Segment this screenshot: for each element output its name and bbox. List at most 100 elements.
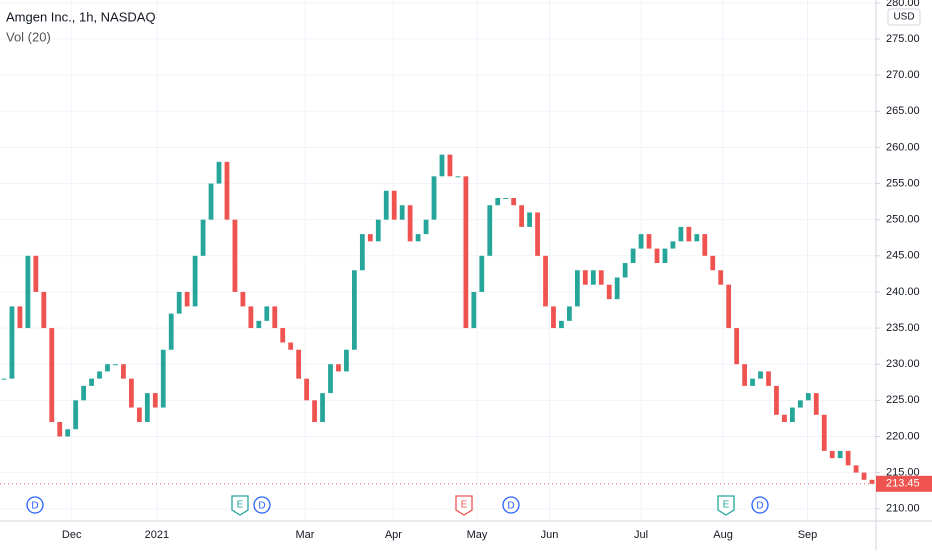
y-tick-label: 260.00 — [886, 141, 920, 153]
y-tick-label: 230.00 — [886, 358, 920, 370]
candle — [359, 234, 365, 271]
candle — [527, 212, 532, 227]
x-tick-label: May — [467, 529, 488, 541]
candles — [1, 154, 875, 484]
candle — [805, 393, 811, 401]
candle — [33, 255, 39, 292]
y-tick-label: 255.00 — [886, 177, 920, 189]
event-label: D — [258, 501, 265, 512]
x-tick-label: Jun — [541, 529, 559, 541]
event-label: E — [237, 500, 244, 511]
candle — [399, 205, 405, 220]
event-label: D — [507, 501, 514, 512]
event-badge: E — [717, 495, 735, 516]
candle — [670, 241, 676, 249]
candle — [121, 364, 126, 379]
candle — [17, 306, 23, 329]
x-tick-label: Apr — [385, 529, 402, 541]
candle — [144, 393, 150, 423]
candle — [789, 407, 795, 423]
candle — [567, 306, 572, 321]
candle — [742, 364, 747, 386]
candle — [463, 176, 469, 329]
y-tick-label: 265.00 — [886, 105, 920, 117]
y-tick-label: 240.00 — [886, 286, 920, 298]
candle — [654, 248, 660, 264]
event-badge: D — [502, 496, 520, 514]
candle — [152, 393, 158, 408]
candle — [726, 284, 732, 329]
candle — [861, 472, 867, 480]
candle — [41, 291, 47, 329]
candle — [702, 234, 708, 256]
candle — [686, 226, 692, 242]
candle — [590, 270, 596, 285]
candle — [813, 393, 819, 415]
candle — [296, 349, 302, 379]
candle — [105, 364, 110, 372]
y-tick-label: 270.00 — [886, 69, 920, 81]
candle — [821, 414, 827, 451]
candle — [614, 277, 620, 300]
candle — [248, 306, 254, 329]
candle — [630, 248, 636, 264]
candle — [320, 393, 325, 423]
y-tick-label: 280.00 — [886, 0, 920, 9]
candle — [49, 328, 55, 423]
x-tick-label: Dec — [62, 529, 82, 541]
candle — [367, 234, 373, 242]
candle — [129, 378, 134, 408]
y-tick-label: 275.00 — [886, 33, 920, 45]
event-label: D — [756, 501, 763, 512]
event-shape — [253, 496, 271, 514]
candle — [9, 306, 15, 379]
candle — [535, 212, 540, 256]
candle — [574, 270, 580, 307]
candle — [312, 400, 317, 423]
candle — [710, 255, 716, 271]
y-tick-label: 225.00 — [886, 394, 920, 406]
candle — [598, 270, 604, 285]
candle — [383, 190, 389, 220]
event-badge: D — [253, 496, 271, 514]
candle — [328, 364, 333, 394]
chart-title: Amgen Inc., 1h, NASDAQ — [6, 9, 156, 24]
candle — [351, 270, 357, 350]
candle — [113, 364, 118, 366]
event-label: E — [461, 500, 468, 511]
candle — [136, 407, 142, 423]
candle — [208, 183, 214, 220]
candle — [471, 291, 477, 329]
candle — [447, 154, 453, 177]
currency-box — [887, 8, 921, 26]
candle — [256, 320, 262, 329]
candle — [543, 255, 548, 307]
x-tick-label: 2021 — [145, 529, 169, 541]
event-badge: D — [26, 496, 44, 514]
currency: USD — [893, 12, 914, 23]
candle — [829, 450, 835, 459]
candle — [797, 400, 803, 408]
event-shape — [717, 495, 735, 516]
candle — [184, 291, 190, 307]
event-shape — [26, 496, 44, 514]
candle — [431, 176, 437, 220]
candle — [782, 414, 787, 423]
event-shape — [455, 495, 473, 516]
candle — [65, 429, 71, 437]
candle — [646, 234, 652, 249]
x-tick-label: Sep — [798, 529, 818, 541]
event-badge: E — [231, 495, 249, 516]
candle — [97, 371, 102, 379]
candle — [766, 371, 771, 386]
candle — [582, 270, 588, 285]
candle — [853, 465, 859, 473]
candle — [288, 342, 294, 350]
candle — [559, 320, 564, 329]
candle — [439, 154, 445, 177]
event-label: D — [31, 501, 38, 512]
event-badge: E — [455, 495, 473, 516]
candle — [1, 378, 7, 380]
